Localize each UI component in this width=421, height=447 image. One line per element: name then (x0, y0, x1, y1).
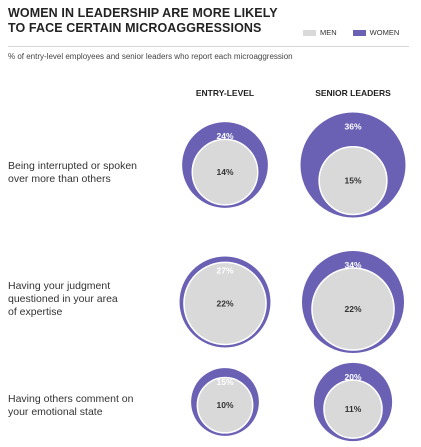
label-men-r3-c1: 10% (216, 400, 233, 410)
title-line-2: TO FACE CERTAIN MICROAGGRESSIONS (8, 21, 262, 35)
bubble-men-r3-c1 (196, 376, 254, 434)
bubble-men-r2-c1 (183, 261, 267, 346)
legend-swatch-women (352, 29, 366, 36)
label-men-r3-c2: 11% (345, 404, 362, 414)
label-women-r1-c1: 24% (216, 131, 233, 141)
legend-swatch-men (303, 29, 316, 36)
bubble-men-r1-c1 (191, 138, 259, 206)
legend-label-men: MEN (320, 28, 337, 37)
label-men-r2-c1: 22% (216, 298, 233, 308)
bubble-men-r2-c2 (311, 267, 395, 351)
header-divider (8, 46, 409, 47)
column-header-1: ENTRY-LEVEL (196, 88, 254, 98)
legend: MEN WOMEN (303, 28, 409, 37)
bubble-men-r1-c2 (318, 145, 388, 216)
legend-label-women: WOMEN (369, 28, 400, 37)
bubble-men-r3-c2 (323, 379, 383, 439)
label-women-r2-c2: 34% (344, 260, 361, 270)
label-women-r2-c1: 27% (216, 266, 233, 276)
chart-title: WOMEN IN LEADERSHIP ARE MORE LIKELY TO F… (8, 6, 278, 36)
label-women-r3-c1: 15% (216, 377, 233, 387)
row-label-2: Having your judgment questioned in your … (8, 280, 118, 318)
column-header-2: SENIOR LEADERS (315, 88, 391, 98)
label-men-r1-c1: 14% (216, 167, 233, 177)
label-women-r3-c2: 20% (344, 372, 361, 382)
row-label-1: Being interrupted or spoken over more th… (8, 160, 137, 185)
legend-item-men: MEN (303, 28, 337, 37)
chart-subtitle: % of entry-level employees and senior le… (8, 52, 293, 61)
title-line-1: WOMEN IN LEADERSHIP ARE MORE LIKELY (8, 6, 278, 20)
label-men-r1-c2: 15% (344, 176, 361, 186)
legend-item-women: WOMEN (352, 28, 400, 37)
label-men-r2-c2: 22% (344, 304, 361, 314)
label-women-r1-c2: 36% (344, 122, 361, 132)
row-label-3: Having others comment on your emotional … (8, 393, 134, 418)
